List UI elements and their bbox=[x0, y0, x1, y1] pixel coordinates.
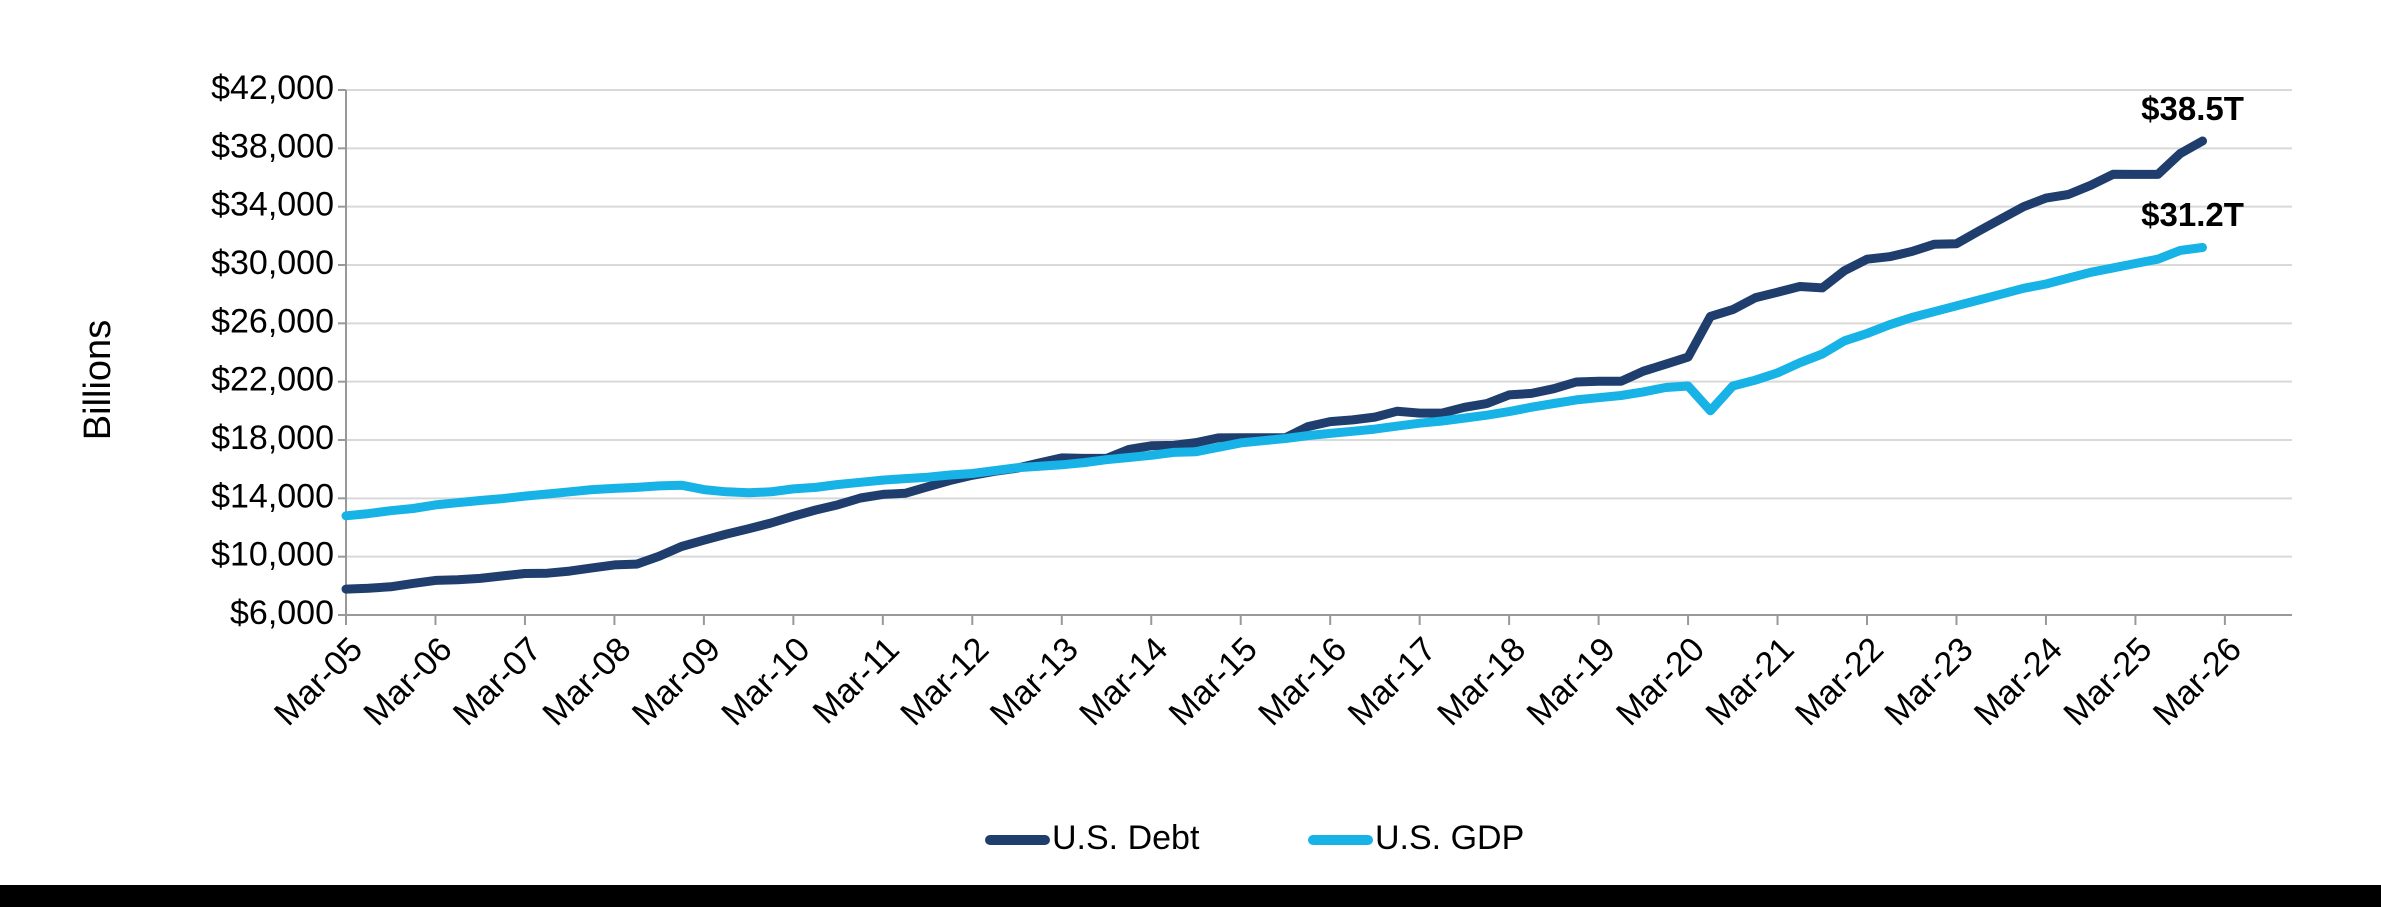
x-tick-label: Mar-13 bbox=[983, 630, 1086, 733]
annotation: $31.2T bbox=[2141, 196, 2244, 233]
x-tick-label: Mar-10 bbox=[714, 630, 817, 733]
y-axis-label: Billions bbox=[77, 320, 119, 440]
x-tick-label: Mar-07 bbox=[446, 630, 549, 733]
x-tick-label: Mar-22 bbox=[1788, 630, 1891, 733]
y-tick-label: $34,000 bbox=[211, 186, 334, 224]
series-line bbox=[341, 136, 2207, 594]
x-tick-label: Mar-20 bbox=[1609, 630, 1712, 733]
x-tick-label: Mar-17 bbox=[1341, 630, 1444, 733]
x-tick-label: Mar-14 bbox=[1072, 630, 1175, 733]
bottom-band bbox=[0, 885, 2381, 907]
legend-label: U.S. GDP bbox=[1375, 819, 1524, 857]
y-tick-label: $38,000 bbox=[211, 127, 334, 165]
y-tick-label: $18,000 bbox=[211, 419, 334, 457]
x-tick-label: Mar-26 bbox=[2146, 630, 2249, 733]
y-tick-label: $42,000 bbox=[211, 69, 334, 107]
x-tick-label: Mar-15 bbox=[1162, 630, 1265, 733]
x-tick-label: Mar-12 bbox=[893, 630, 996, 733]
y-tick-label: $10,000 bbox=[211, 536, 334, 574]
x-tick-label: Mar-18 bbox=[1430, 630, 1533, 733]
y-tick-label: $22,000 bbox=[211, 361, 334, 399]
x-tick-label: Mar-11 bbox=[806, 630, 907, 731]
legend-label: U.S. Debt bbox=[1052, 819, 1200, 857]
x-tick-label: Mar-16 bbox=[1251, 630, 1354, 733]
y-tick-label: $14,000 bbox=[211, 477, 334, 515]
x-tick-label: Mar-23 bbox=[1877, 630, 1980, 733]
x-tick-label: Mar-08 bbox=[535, 630, 638, 733]
x-tick-label: Mar-24 bbox=[1967, 630, 2070, 733]
x-tick-label: Mar-09 bbox=[625, 630, 728, 733]
x-tick-label: Mar-21 bbox=[1699, 630, 1802, 733]
y-tick-label: $6,000 bbox=[230, 594, 334, 632]
x-tick-label: Mar-05 bbox=[267, 630, 370, 733]
x-tick-label: Mar-06 bbox=[356, 630, 459, 733]
annotation: $38.5T bbox=[2141, 90, 2244, 127]
x-tick-label: Mar-19 bbox=[1520, 630, 1623, 733]
series-line bbox=[341, 243, 2207, 521]
x-tick-label: Mar-25 bbox=[2056, 630, 2159, 733]
y-tick-label: $26,000 bbox=[211, 302, 334, 340]
y-tick-label: $30,000 bbox=[211, 244, 334, 282]
